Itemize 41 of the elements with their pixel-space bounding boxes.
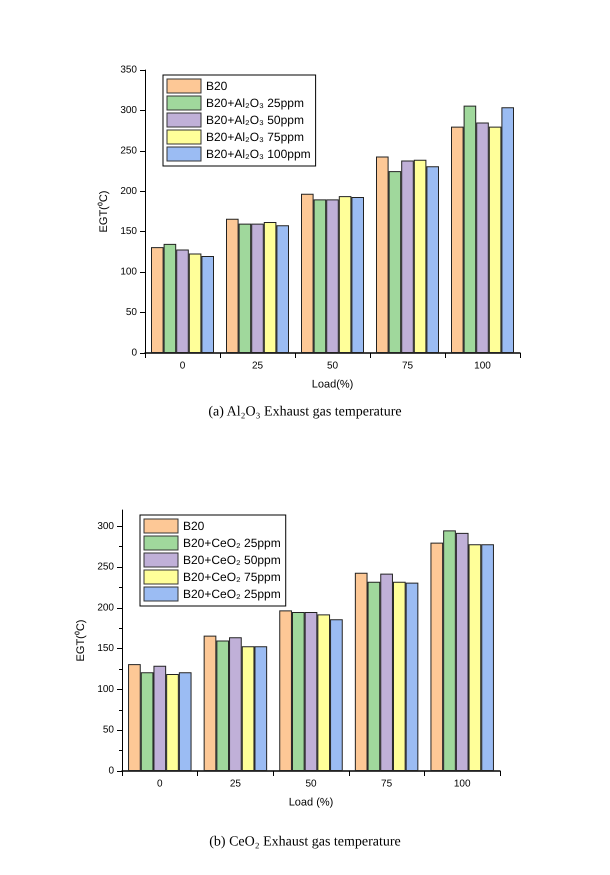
legend-label: B20+CeO₂ 75ppm (183, 570, 281, 584)
x-tick-label: 100 (454, 778, 471, 790)
x-tick-label: 0 (180, 360, 186, 372)
y-tick-label: 250 (120, 145, 138, 156)
y-tick-label: 150 (120, 226, 138, 238)
y-tick-label: 0 (131, 348, 138, 358)
y-tick-label: 150 (97, 643, 114, 654)
x-tick-label: 50 (326, 360, 338, 372)
y-tick-label: 50 (102, 724, 114, 736)
legend-label: B20+Al₂O₃ 100ppm (206, 147, 311, 161)
x-tick-label: 25 (252, 360, 264, 372)
text: (a) Al₂O₃ Exhaust gas temperature (208, 404, 402, 420)
y-tick-label: 250 (97, 562, 114, 573)
text: (b) CeO₂ Exhaust gas temperature (209, 834, 401, 850)
x-tick-label: 75 (381, 778, 393, 790)
legend-label: B20+CeO₂ 25ppm (183, 536, 281, 550)
y-tick-label: 300 (97, 520, 114, 532)
y-tick-label: 0 (108, 766, 114, 776)
y-axis-title: EGT(⁰C) (96, 190, 110, 232)
legend-label: B20 (183, 519, 205, 533)
y-axis-title: EGT(⁰C) (74, 620, 87, 662)
y-tick-label: 300 (120, 104, 138, 116)
y-tick-label: 200 (97, 602, 114, 614)
legend-label: B20 (206, 79, 228, 93)
legend-label: B20+Al₂O₃ 75ppm (206, 130, 304, 144)
y-tick-label: 100 (97, 684, 114, 695)
y-tick-label: 200 (120, 186, 138, 197)
legend-label: B20+Al₂O₃ 25ppm (206, 96, 304, 110)
legend-label: B20+CeO₂ 25ppm (183, 587, 281, 601)
legend-label: B20+Al₂O₃ 50ppm (206, 113, 304, 127)
x-tick-label: 100 (474, 360, 492, 372)
y-tick-label: 100 (120, 266, 138, 278)
x-tick-label: 75 (402, 360, 414, 372)
x-tick-label: 50 (305, 778, 317, 790)
x-axis-title: Load (%) (288, 796, 334, 808)
legend-label: B20+CeO₂ 50ppm (183, 553, 281, 567)
y-tick-label: 350 (120, 64, 138, 76)
y-tick-label: 50 (126, 307, 138, 318)
x-axis-title: Load(%) (312, 378, 354, 390)
x-tick-label: 25 (230, 778, 242, 790)
x-tick-label: 0 (157, 778, 164, 790)
